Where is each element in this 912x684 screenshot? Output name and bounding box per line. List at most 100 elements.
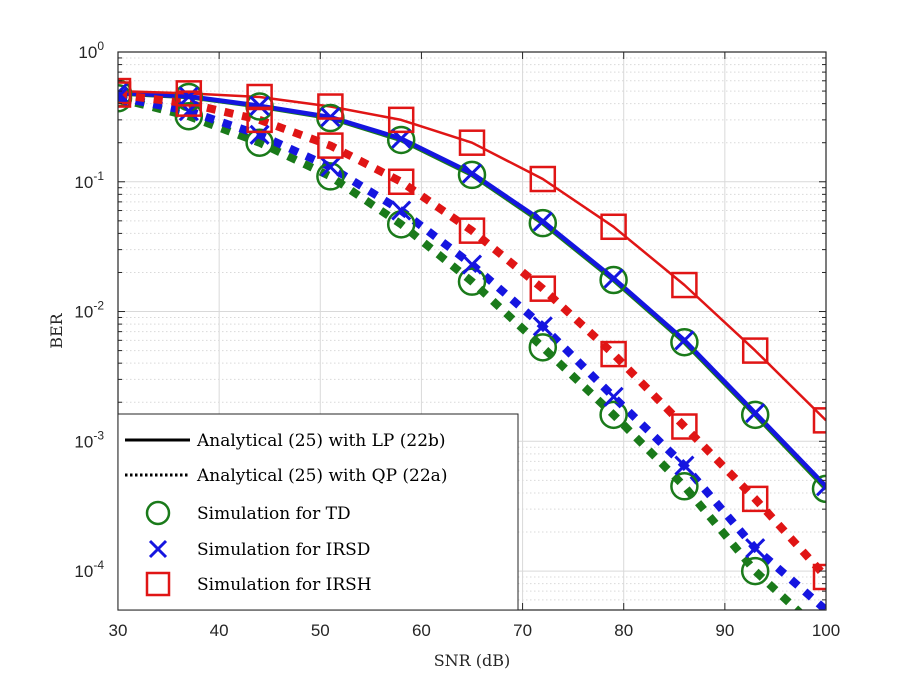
marker-x-irsd bbox=[532, 316, 553, 337]
marker-square-irsh bbox=[741, 485, 769, 513]
marker-x-irsd bbox=[815, 476, 826, 497]
x-tick-label: 40 bbox=[210, 621, 229, 640]
x-tick-label: 70 bbox=[513, 621, 532, 640]
y-tick-label: 100 bbox=[78, 39, 104, 62]
marker-circle-td bbox=[670, 472, 699, 501]
x-axis-title: SNR (dB) bbox=[434, 651, 511, 670]
marker-circle-td bbox=[457, 160, 487, 190]
x-tick-label: 60 bbox=[412, 621, 431, 640]
marker-x-irsd bbox=[391, 200, 412, 221]
marker-square-irsh bbox=[317, 132, 344, 159]
y-tick-label: 10-3 bbox=[74, 428, 104, 451]
marker-x-irsd bbox=[249, 95, 270, 116]
marker-circle-td bbox=[740, 556, 770, 586]
marker-square-irsh bbox=[741, 337, 769, 364]
marker-x-irsd bbox=[603, 268, 624, 289]
marker-x-stroke bbox=[745, 538, 766, 559]
y-tick-label: 10-1 bbox=[74, 169, 104, 192]
marker-x-irsd bbox=[532, 211, 553, 232]
x-tick-label: 100 bbox=[812, 621, 840, 640]
x-tick-labels: 30 40 50 60 70 80 90 100 bbox=[109, 621, 841, 640]
legend-label-irsd: Simulation for IRSD bbox=[197, 540, 370, 560]
marker-x-stroke bbox=[249, 95, 270, 116]
marker-x-irsd bbox=[603, 386, 624, 407]
marker-x-stroke bbox=[745, 403, 766, 424]
marker-square-irsh bbox=[529, 275, 557, 302]
marker-x-stroke bbox=[118, 86, 129, 100]
legend-label-qp: Analytical (25) with QP (22a) bbox=[196, 466, 447, 486]
marker-x-irsd bbox=[249, 124, 270, 145]
marker-x-stroke bbox=[461, 254, 483, 275]
legend-swatch-x bbox=[148, 539, 168, 559]
legend-label-irsh: Simulation for IRSH bbox=[197, 575, 372, 595]
marker-circle-td bbox=[670, 327, 699, 357]
y-tick-label: 10-4 bbox=[74, 558, 104, 581]
marker-square-irsh bbox=[600, 213, 627, 241]
marker-square-irsh bbox=[671, 413, 698, 440]
marker-x-irsd bbox=[461, 163, 483, 184]
marker-square-irsh bbox=[812, 563, 826, 591]
curve-lp-irsh bbox=[118, 89, 826, 422]
marker-circle-td bbox=[599, 400, 628, 430]
marker-x-stroke bbox=[118, 90, 129, 103]
marker-x-stroke bbox=[603, 268, 624, 289]
marker-x-stroke bbox=[674, 330, 695, 351]
marker-x-irsd bbox=[745, 538, 766, 559]
legend: Analytical (25) with LP (22b) Analytical… bbox=[117, 413, 519, 611]
marker-square-irsh bbox=[458, 129, 486, 156]
marker-x-irsd bbox=[674, 330, 695, 351]
marker-x-stroke bbox=[674, 455, 695, 476]
x-tick-label: 80 bbox=[614, 621, 633, 640]
legend-box bbox=[117, 413, 519, 611]
marker-x-irsd bbox=[118, 82, 129, 103]
y-tick-labels: 100 10-1 10-2 10-3 10-4 bbox=[74, 39, 104, 581]
marker-circle-td bbox=[245, 128, 274, 157]
curve-qp-irsh bbox=[118, 90, 826, 580]
plot-data bbox=[118, 77, 826, 610]
marker-x-irsd bbox=[178, 86, 199, 107]
marker-square-irsh bbox=[812, 407, 826, 434]
marker-x-stroke bbox=[603, 386, 624, 407]
marker-x-stroke bbox=[532, 211, 553, 232]
marker-circle-td bbox=[457, 267, 487, 296]
legend-swatch-circle bbox=[145, 500, 171, 526]
marker-x-stroke bbox=[118, 82, 129, 95]
marker-square-irsh bbox=[175, 90, 203, 117]
marker-square-irsh bbox=[671, 271, 698, 299]
marker-circle-td bbox=[528, 208, 558, 238]
marker-square-irsh bbox=[529, 165, 557, 193]
y-axis-title: BER bbox=[47, 312, 66, 348]
marker-x-stroke bbox=[391, 200, 412, 221]
y-tick-label: 10-2 bbox=[74, 299, 104, 322]
marker-x-stroke bbox=[815, 476, 826, 489]
marker-circle-td bbox=[599, 265, 628, 295]
marker-square-irsh bbox=[246, 106, 273, 134]
marker-x-stroke bbox=[320, 156, 341, 178]
marker-x-stroke bbox=[178, 86, 199, 107]
legend-swatch-square bbox=[145, 571, 171, 597]
marker-x-irsd bbox=[320, 156, 341, 178]
marker-square-irsh bbox=[387, 168, 415, 196]
marker-square-irsh bbox=[600, 340, 627, 368]
marker-circle-td bbox=[528, 333, 558, 362]
marker-x-stroke bbox=[249, 124, 270, 145]
marker-x-irsd bbox=[745, 403, 766, 424]
marker-x-irsd bbox=[461, 254, 483, 275]
marker-x-stroke bbox=[815, 484, 826, 497]
marker-square-irsh bbox=[458, 217, 486, 244]
marker-x-stroke bbox=[532, 316, 553, 337]
marker-circle-td bbox=[316, 162, 345, 191]
marker-x-stroke bbox=[320, 107, 341, 128]
marker-circle-td bbox=[811, 474, 826, 504]
x-tick-label: 90 bbox=[715, 621, 734, 640]
legend-label-lp: Analytical (25) with LP (22b) bbox=[196, 431, 446, 451]
curve-qp-td bbox=[118, 94, 803, 610]
x-tick-label: 50 bbox=[311, 621, 330, 640]
marker-x-irsd bbox=[674, 455, 695, 476]
marker-square-irsh bbox=[387, 106, 415, 134]
marker-square-irsh bbox=[317, 93, 344, 120]
marker-circle-td bbox=[386, 125, 416, 155]
marker-square-irsh bbox=[118, 81, 132, 108]
marker-x-irsd bbox=[320, 107, 341, 128]
